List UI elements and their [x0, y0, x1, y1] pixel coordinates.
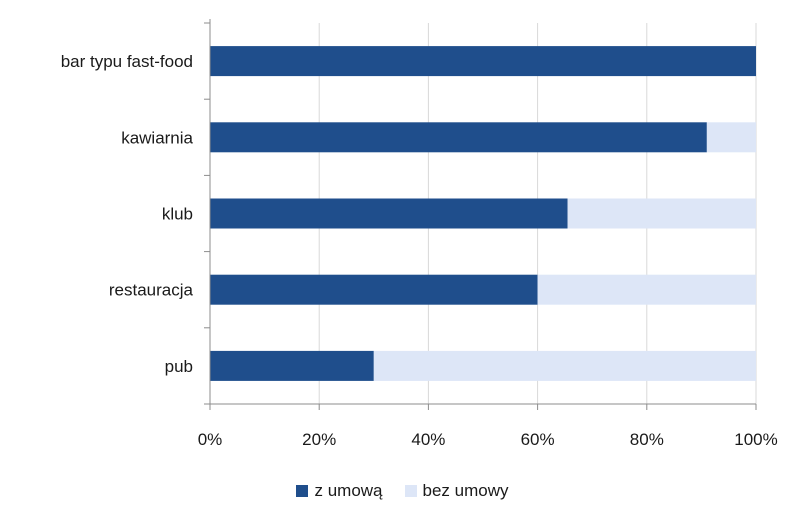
category-labels: bar typu fast-food kawiarnia klub restaurac… — [61, 52, 194, 376]
bar-segment — [706, 122, 756, 153]
x-tick-label: 80% — [630, 430, 664, 449]
bar-segment — [537, 274, 756, 305]
category-label: pub — [165, 357, 193, 376]
x-tick-label: 60% — [521, 430, 555, 449]
x-tick-label: 20% — [302, 430, 336, 449]
category-label: klub — [162, 205, 193, 224]
legend-item-bez-umowy: bez umowy — [404, 481, 509, 501]
tick-labels: 0% 20% 40% 60% 80% 100% — [198, 430, 778, 449]
bar-segment — [210, 274, 538, 305]
bar-segment — [210, 122, 707, 153]
bar-segment — [210, 198, 568, 229]
category-label: bar typu fast-food — [61, 52, 193, 71]
bar-segment — [373, 350, 756, 381]
legend-swatch — [296, 485, 309, 497]
legend-item-z-umowa: z umową — [296, 481, 383, 501]
bar-segment — [210, 350, 374, 381]
axes — [204, 19, 757, 410]
bar-segment — [210, 46, 756, 77]
x-tick-label: 40% — [411, 430, 445, 449]
bars — [210, 46, 756, 381]
category-label: restauracja — [109, 281, 194, 300]
x-tick-label: 100% — [734, 430, 777, 449]
legend-label: z umową — [314, 481, 383, 500]
x-tick-label: 0% — [198, 430, 223, 449]
legend-swatch — [404, 485, 417, 497]
category-label: kawiarnia — [121, 128, 193, 147]
legend: z umową bez umowy — [0, 481, 805, 501]
bar-segment — [567, 198, 756, 229]
legend-label: bez umowy — [422, 481, 509, 500]
